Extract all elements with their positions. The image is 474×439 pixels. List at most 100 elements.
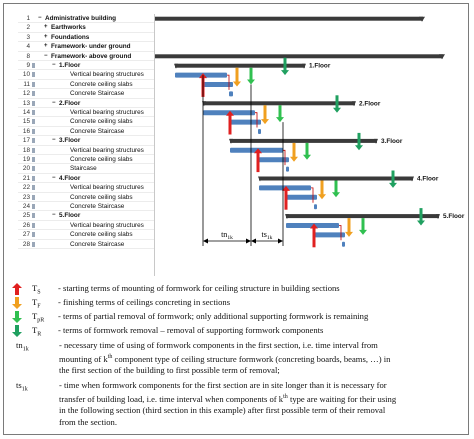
floor-3-start-arrow-icon bbox=[256, 152, 260, 173]
floor-4-start-arrow-icon bbox=[284, 189, 288, 210]
row-indicator-icon bbox=[32, 128, 35, 134]
tree-row[interactable]: 16 Concrete Staircase bbox=[18, 127, 154, 137]
row-indicator-icon bbox=[32, 63, 35, 68]
collapse-icon[interactable]: − bbox=[44, 52, 48, 59]
tree-row[interactable]: 11 Concrete ceiling slabs bbox=[18, 80, 154, 90]
tree-row[interactable]: 25 −5.Floor bbox=[18, 211, 154, 221]
floor-1-slab-bar bbox=[203, 82, 233, 87]
task-name: Concrete Staircase bbox=[70, 127, 125, 135]
tree-row[interactable]: 17 −3.Floor bbox=[18, 136, 154, 146]
definition-line: from the section. bbox=[59, 416, 117, 427]
floor-1-removal-arrow-icon bbox=[283, 57, 287, 72]
task-name: Vertical bearing structures bbox=[70, 109, 144, 116]
green-arrow-icon bbox=[12, 311, 22, 323]
row-indicator-icon bbox=[32, 194, 35, 200]
floor-4-finish-arrow-icon bbox=[320, 180, 324, 196]
tree-row[interactable]: 28 Concrete Staircase bbox=[18, 240, 154, 249]
project-summary-end-cap bbox=[419, 16, 425, 22]
tn-dimension-arrow-left bbox=[203, 238, 208, 244]
floor-1-finish-arrow-icon-head bbox=[233, 81, 241, 87]
tree-row[interactable]: 10 Vertical bearing structures bbox=[18, 70, 154, 80]
tree-row[interactable]: 27 Concrete ceiling slabs bbox=[18, 230, 154, 240]
row-indicator-icon bbox=[32, 25, 35, 30]
task-name: Concrete ceiling slabs bbox=[70, 193, 133, 201]
definition-line: in the following section (third section … bbox=[59, 405, 386, 416]
row-indicator-icon bbox=[32, 44, 35, 49]
row-indicator-icon bbox=[32, 213, 35, 219]
tree-row[interactable]: 21 −4.Floor bbox=[18, 174, 154, 184]
floor-5-label: 5.Floor bbox=[443, 213, 465, 220]
floor-3-summary-bar bbox=[230, 138, 377, 143]
floor-2-summary-bar-end-cap bbox=[352, 101, 356, 107]
tree-row[interactable]: 20 Staircase bbox=[18, 164, 154, 174]
tree-row[interactable]: 15 Concrete ceiling slabs bbox=[18, 117, 154, 127]
dark-green-arrow-icon bbox=[12, 325, 22, 337]
expand-icon[interactable]: + bbox=[44, 33, 48, 40]
floor-3-link-line bbox=[283, 149, 286, 166]
floor-3-slab-bar bbox=[258, 157, 289, 163]
row-indicator-icon bbox=[32, 72, 35, 78]
tree-row[interactable]: 23 Concrete ceiling slabs bbox=[18, 193, 154, 202]
floor-4-removal-arrow-icon bbox=[391, 170, 395, 184]
floor-5-removal-arrow-icon bbox=[419, 208, 423, 222]
tree-row[interactable]: 3 + Foundations bbox=[18, 33, 154, 43]
floor-3-summary-bar-start-cap bbox=[229, 138, 233, 144]
tree-row[interactable]: 1 − Administrative building bbox=[18, 14, 154, 24]
task-name: Concrete Staircase bbox=[70, 203, 125, 210]
tree-row[interactable]: 18 Vertical bearing structures bbox=[18, 146, 154, 155]
collapse-icon[interactable]: − bbox=[52, 212, 56, 219]
collapse-icon[interactable]: − bbox=[52, 174, 56, 181]
floor-5-finish-arrow-icon-head bbox=[345, 231, 353, 237]
row-number: 13 bbox=[22, 99, 30, 107]
collapse-icon[interactable]: − bbox=[52, 99, 56, 106]
floor-4-removal-arrow-icon-head bbox=[389, 182, 397, 188]
task-name: 5.Floor bbox=[59, 212, 81, 220]
row-indicator-icon bbox=[32, 100, 35, 106]
floor-1-removal-arrow-icon-head bbox=[281, 70, 289, 76]
floor-2-partial-removal-arrow-icon-head bbox=[276, 117, 284, 123]
floor-5-summary-bar-end-cap bbox=[436, 214, 440, 220]
floor-1-finish-arrow-icon bbox=[235, 67, 239, 83]
task-name: Concrete ceiling slabs bbox=[70, 118, 133, 126]
row-indicator-icon bbox=[32, 81, 35, 87]
row-number: 22 bbox=[22, 184, 30, 192]
task-name: Concrete ceiling slabs bbox=[70, 80, 133, 88]
row-indicator-icon bbox=[32, 35, 35, 40]
tree-row[interactable]: 2 + Earthworks bbox=[18, 23, 154, 33]
tree-row[interactable]: 12 Concrete Staircase bbox=[18, 89, 154, 99]
collapse-icon[interactable]: − bbox=[38, 15, 42, 21]
collapse-icon[interactable]: − bbox=[52, 62, 56, 68]
task-name: Earthworks bbox=[51, 24, 86, 32]
tree-row[interactable]: 19 Concrete ceiling slabs bbox=[18, 155, 154, 165]
tree-row[interactable]: 8 − Framework- above ground bbox=[18, 52, 154, 61]
collapse-icon[interactable]: − bbox=[52, 137, 56, 144]
tree-row[interactable]: 22 Vertical bearing structures bbox=[18, 183, 154, 193]
floor-4-partial-removal-arrow-icon-head bbox=[332, 192, 340, 198]
legend-text: - terms of formwork removal – removal of… bbox=[58, 325, 324, 335]
row-number: 25 bbox=[22, 212, 30, 220]
floor-2-start-arrow-icon-head bbox=[226, 110, 234, 116]
tree-row[interactable]: 14 Vertical bearing structures bbox=[18, 108, 154, 118]
gantt-view: 1− Administrative building 2 + Earthworks 3 + F… bbox=[18, 14, 466, 276]
tree-row[interactable]: 4 + Framework- under ground bbox=[18, 42, 154, 52]
definition-term: tn1k bbox=[16, 340, 29, 353]
expand-icon[interactable]: + bbox=[44, 43, 48, 50]
row-number: 9 bbox=[26, 62, 30, 69]
floor-3-partial-removal-arrow-icon bbox=[305, 142, 309, 156]
row-number: 19 bbox=[22, 156, 30, 163]
row-number: 15 bbox=[22, 118, 30, 126]
legend-symbol: TS bbox=[32, 283, 41, 296]
task-name: 2.Floor bbox=[59, 99, 81, 107]
row-number: 16 bbox=[22, 127, 30, 135]
floor-5-summary-bar-start-cap bbox=[285, 214, 289, 220]
tree-row[interactable]: 13 −2.Floor bbox=[18, 99, 154, 108]
tree-row[interactable]: 9 −1.Floor bbox=[18, 61, 154, 71]
expand-icon[interactable]: + bbox=[44, 24, 48, 31]
tree-row[interactable]: 24 Concrete Staircase bbox=[18, 202, 154, 212]
floor-4-label: 4.Floor bbox=[417, 176, 439, 183]
row-number: 20 bbox=[22, 165, 30, 173]
row-number: 3 bbox=[26, 33, 30, 41]
tree-row[interactable]: 26 Vertical bearing structures bbox=[18, 221, 154, 231]
floor-4-staircase-bar bbox=[314, 204, 317, 210]
floor-5-removal-arrow-icon-head bbox=[417, 220, 425, 226]
